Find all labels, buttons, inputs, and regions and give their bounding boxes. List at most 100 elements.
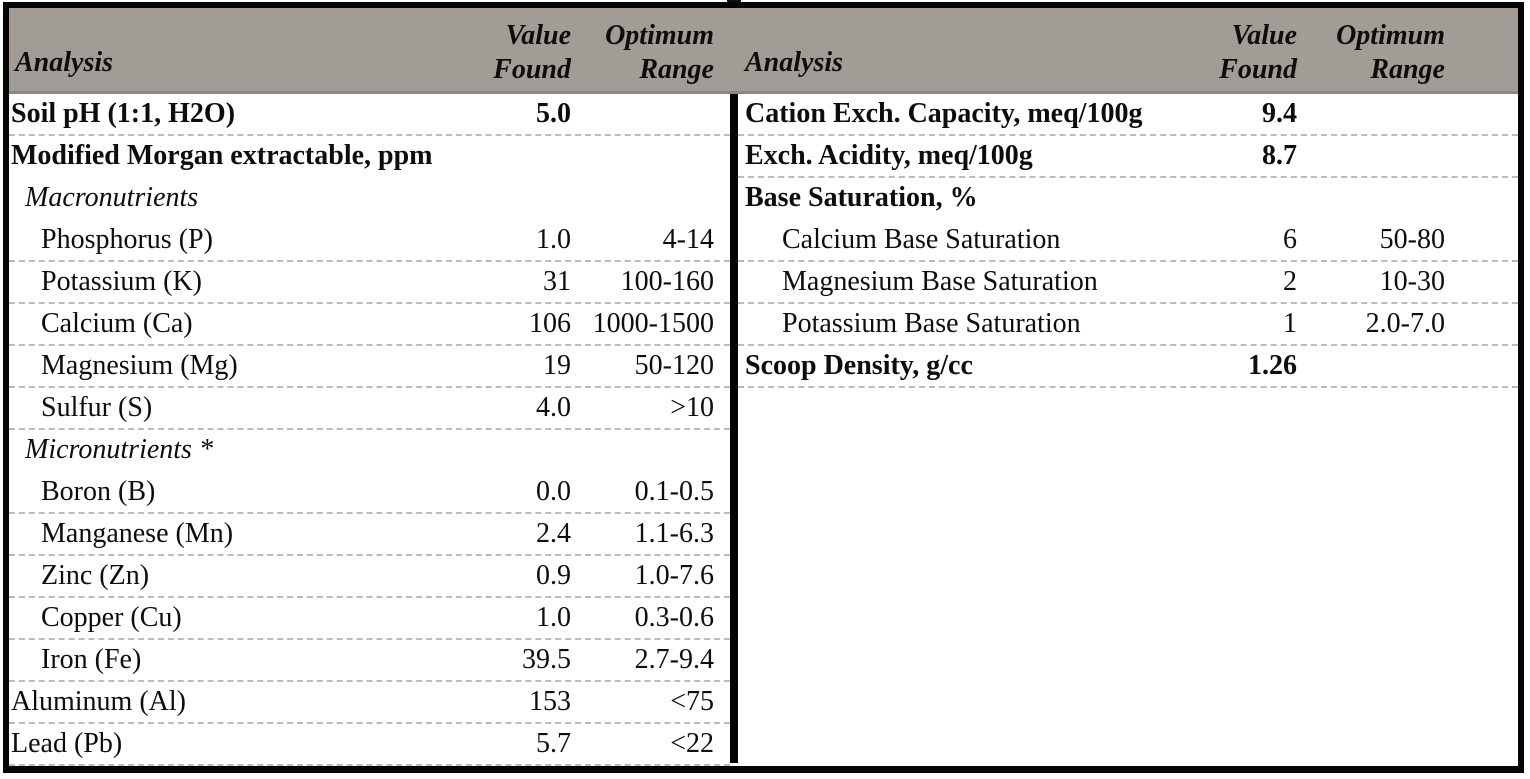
row-range: 50-80 (1379, 224, 1445, 255)
table-row: Macronutrients (9, 178, 730, 220)
row-value: 8.7 (1262, 140, 1297, 171)
row-label: Zinc (Zn) (41, 560, 150, 591)
table-row: Lead (Pb) 5.7 <22 (9, 724, 730, 766)
row-label: Micronutrients * (25, 434, 213, 465)
row-label: Manganese (Mn) (41, 518, 234, 549)
row-label: Macronutrients (25, 182, 199, 213)
column-header-value-found-right: Value Found (1147, 19, 1297, 91)
table-row: Micronutrients * (9, 430, 730, 472)
column-header-optimum-range-right: Optimum Range (1297, 19, 1445, 91)
table-row: Zinc (Zn) 0.9 1.0-7.6 (9, 556, 730, 598)
row-value: 39.5 (522, 644, 571, 675)
report-table-frame: Analysis Value Found Optimum Range Analy… (3, 2, 1524, 773)
header-divider-gap (730, 8, 738, 91)
row-label: Boron (B) (41, 476, 156, 507)
table-row: Calcium Base Saturation 6 50-80 (738, 220, 1518, 262)
table-body: Soil pH (1:1, H2O) 5.0 Modified Morgan e… (9, 94, 1518, 766)
column-header-range-line1: Optimum (605, 20, 714, 51)
row-label: Copper (Cu) (41, 602, 182, 633)
row-label: Magnesium (Mg) (41, 350, 238, 381)
row-range: <75 (670, 686, 714, 717)
table-row: Magnesium Base Saturation 2 10-30 (738, 262, 1518, 304)
row-value: 31 (543, 266, 571, 297)
row-value: 1.0 (536, 602, 571, 633)
row-range: <22 (670, 728, 714, 759)
row-value: 0.0 (536, 476, 571, 507)
row-range: >10 (670, 392, 714, 423)
right-analysis-table: Cation Exch. Capacity, meq/100g 9.4 Exch… (738, 94, 1518, 763)
row-range: 10-30 (1379, 266, 1445, 297)
row-value: 4.0 (536, 392, 571, 423)
row-value: 1 (1283, 308, 1297, 339)
column-header-range-line2: Range (1370, 54, 1445, 85)
row-value: 6 (1283, 224, 1297, 255)
column-header-value-line2: Found (1219, 54, 1297, 85)
row-label: Scoop Density, g/cc (745, 350, 973, 381)
row-range: 100-160 (620, 266, 714, 297)
column-header-analysis-right: Analysis (745, 47, 844, 78)
table-row: Boron (B) 0.0 0.1-0.5 (9, 472, 730, 514)
row-label: Cation Exch. Capacity, meq/100g (745, 98, 1143, 129)
table-row: Sulfur (S) 4.0 >10 (9, 388, 730, 430)
row-label: Potassium Base Saturation (782, 308, 1081, 339)
table-row: Iron (Fe) 39.5 2.7-9.4 (9, 640, 730, 682)
row-range: 1000-1500 (592, 308, 714, 339)
row-value: 2 (1283, 266, 1297, 297)
row-label: Iron (Fe) (41, 644, 142, 675)
table-row: Soil pH (1:1, H2O) 5.0 (9, 94, 730, 136)
row-range: 4-14 (662, 224, 714, 255)
row-value: 5.7 (536, 728, 571, 759)
row-value: 9.4 (1262, 98, 1297, 129)
row-value: 153 (529, 686, 571, 717)
row-label: Calcium Base Saturation (782, 224, 1061, 255)
column-header-optimum-range-left: Optimum Range (571, 19, 714, 91)
table-row: Modified Morgan extractable, ppm (9, 136, 730, 178)
row-value: 1.0 (536, 224, 571, 255)
row-value: 106 (529, 308, 571, 339)
left-analysis-table: Soil pH (1:1, H2O) 5.0 Modified Morgan e… (9, 94, 730, 766)
column-header-range-line2: Range (639, 54, 714, 85)
table-row: Calcium (Ca) 106 1000-1500 (9, 304, 730, 346)
table-row: Manganese (Mn) 2.4 1.1-6.3 (9, 514, 730, 556)
row-label: Phosphorus (P) (41, 224, 213, 255)
column-header-value-found-left: Value Found (445, 19, 571, 91)
row-label: Potassium (K) (41, 266, 202, 297)
row-value: 2.4 (536, 518, 571, 549)
table-row: Scoop Density, g/cc 1.26 (738, 346, 1518, 388)
table-row: Phosphorus (P) 1.0 4-14 (9, 220, 730, 262)
row-range: 0.1-0.5 (634, 476, 714, 507)
table-row: Exch. Acidity, meq/100g 8.7 (738, 136, 1518, 178)
row-label: Sulfur (S) (41, 392, 153, 423)
row-label: Calcium (Ca) (41, 308, 193, 339)
row-value: 19 (543, 350, 571, 381)
row-label: Lead (Pb) (11, 728, 123, 759)
column-header-value-line1: Value (505, 20, 571, 51)
row-range: 1.0-7.6 (634, 560, 714, 591)
row-value: 0.9 (536, 560, 571, 591)
column-header-value-line1: Value (1231, 20, 1297, 51)
header-left-half: Analysis Value Found Optimum Range (9, 8, 730, 91)
row-label: Modified Morgan extractable, ppm (11, 140, 433, 171)
row-range: 0.3-0.6 (634, 602, 714, 633)
row-range: 50-120 (634, 350, 714, 381)
table-row: Magnesium (Mg) 19 50-120 (9, 346, 730, 388)
table-row: Aluminum (Al) 153 <75 (9, 682, 730, 724)
table-header-band: Analysis Value Found Optimum Range Analy… (9, 8, 1518, 94)
table-vertical-divider (730, 94, 738, 763)
table-row: Potassium Base Saturation 1 2.0-7.0 (738, 304, 1518, 346)
row-range: 1.1-6.3 (634, 518, 714, 549)
row-label: Aluminum (Al) (11, 686, 186, 717)
column-header-value-line2: Found (493, 54, 571, 85)
row-value: 5.0 (536, 98, 571, 129)
column-header-analysis-left: Analysis (15, 47, 114, 78)
table-row: Potassium (K) 31 100-160 (9, 262, 730, 304)
header-right-half: Analysis Value Found Optimum Range (738, 8, 1518, 91)
row-range: 2.7-9.4 (634, 644, 714, 675)
row-label: Soil pH (1:1, H2O) (11, 98, 236, 129)
table-row: Copper (Cu) 1.0 0.3-0.6 (9, 598, 730, 640)
row-value: 1.26 (1248, 350, 1297, 381)
table-row: Base Saturation, % (738, 178, 1518, 220)
column-header-range-line1: Optimum (1336, 20, 1445, 51)
row-label: Base Saturation, % (745, 182, 978, 213)
